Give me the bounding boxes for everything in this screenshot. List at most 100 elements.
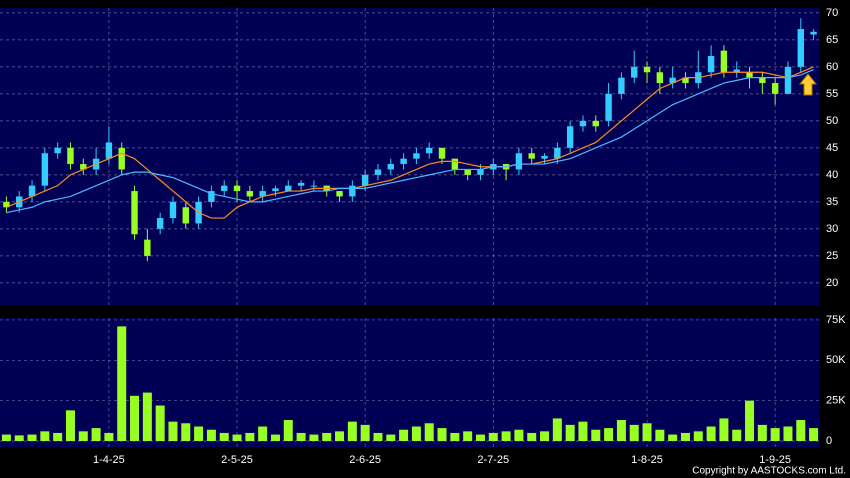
candle-body: [144, 239, 151, 256]
candle-body: [131, 191, 138, 235]
y-tick-label: 25: [826, 250, 838, 262]
volume-bar: [399, 429, 409, 442]
candle-body: [554, 147, 561, 159]
volume-bar: [258, 426, 268, 442]
candle-body: [41, 153, 49, 186]
volume-bar: [809, 428, 819, 442]
x-tick-label: 1-8-25: [631, 454, 663, 466]
candle-body: [477, 169, 484, 175]
candle-body: [67, 147, 74, 165]
volume-bar: [706, 426, 716, 442]
candle-body: [259, 191, 266, 197]
volume-bar: [732, 429, 742, 442]
x-tick-label: 1-9-25: [759, 454, 791, 466]
y-tick-label: 55: [826, 88, 838, 100]
volume-bar: [757, 424, 767, 442]
volume-bar: [309, 434, 319, 442]
volume-bar: [437, 428, 447, 442]
candle-body: [784, 66, 792, 94]
x-tick-label: 2-7-25: [477, 454, 509, 466]
volume-bar: [770, 428, 780, 442]
candle-body: [797, 29, 804, 67]
candle-body: [182, 207, 189, 224]
volume-bar: [463, 431, 473, 442]
candle-body: [105, 142, 113, 159]
volume-bar: [65, 410, 75, 442]
volume-bar: [181, 423, 191, 442]
volume-bar: [40, 431, 50, 442]
candle-body: [310, 185, 318, 187]
candle-body: [438, 147, 446, 159]
volume-bar: [130, 395, 140, 442]
candle-body: [349, 185, 356, 197]
volume-bar: [591, 429, 601, 442]
arrow-marker: [798, 73, 818, 96]
candle-body: [682, 77, 689, 84]
volume-bar: [693, 431, 703, 442]
candle-body: [413, 153, 420, 159]
volume-bar: [104, 432, 114, 442]
candle-body: [426, 147, 433, 154]
volume-bar: [335, 431, 345, 442]
volume-bar: [360, 424, 370, 442]
candle-body: [80, 164, 87, 170]
volume-bar: [655, 429, 665, 442]
candle-body: [28, 185, 36, 197]
volume-bar: [322, 432, 332, 442]
volume-bar: [78, 431, 88, 442]
volume-bar: [642, 423, 652, 442]
candle-body: [733, 69, 740, 73]
volume-bar: [155, 405, 165, 442]
candle-body: [643, 66, 651, 73]
candle-body: [759, 77, 766, 84]
volume-bar: [1, 434, 11, 442]
y-tick-label: 0: [826, 435, 832, 447]
moving-average: [6, 66, 814, 219]
y-tick-label: 35: [826, 196, 838, 208]
volume-bar: [540, 431, 550, 442]
volume-bar: [53, 432, 63, 442]
candle-body: [656, 72, 664, 84]
candle-body: [208, 191, 215, 202]
volume-bar: [629, 424, 639, 442]
volume-bar: [527, 432, 537, 442]
candle-body: [169, 201, 177, 219]
y-tick-label: 50: [826, 115, 838, 127]
volume-bar: [745, 400, 755, 442]
y-tick-label: 50K: [826, 354, 846, 366]
volume-bar: [616, 420, 626, 442]
candle-body: [285, 185, 292, 192]
candle-body: [387, 164, 394, 170]
y-tick-label: 60: [826, 61, 838, 73]
candle-body: [3, 201, 10, 208]
candle-body: [297, 182, 305, 186]
x-tick-label: 2-5-25: [221, 454, 253, 466]
candle-body: [515, 153, 523, 170]
volume-bar: [142, 392, 152, 442]
moving-average: [6, 69, 814, 214]
candle-body: [272, 188, 279, 192]
candle-body: [707, 56, 715, 73]
candle-body: [618, 77, 625, 94]
volume-bar: [501, 431, 511, 442]
candle-body: [336, 191, 343, 197]
y-tick-label: 65: [826, 34, 838, 46]
volume-bar: [668, 434, 678, 442]
volume-bar: [27, 434, 37, 442]
x-tick-label: 2-6-25: [349, 454, 381, 466]
candle-body: [605, 93, 612, 121]
volume-bar: [783, 426, 793, 442]
volume-bar: [91, 428, 101, 442]
price-panel: [0, 8, 820, 305]
volume-bar: [373, 432, 383, 442]
y-tick-label: 45: [826, 142, 838, 154]
candle-body: [400, 158, 407, 165]
y-tick-label: 20: [826, 277, 838, 289]
volume-bar: [578, 421, 588, 442]
volume-bar: [514, 429, 524, 442]
candle-body: [810, 31, 817, 35]
candle-body: [746, 72, 753, 78]
x-tick-label: 1-4-25: [93, 454, 125, 466]
volume-bar: [565, 424, 575, 442]
